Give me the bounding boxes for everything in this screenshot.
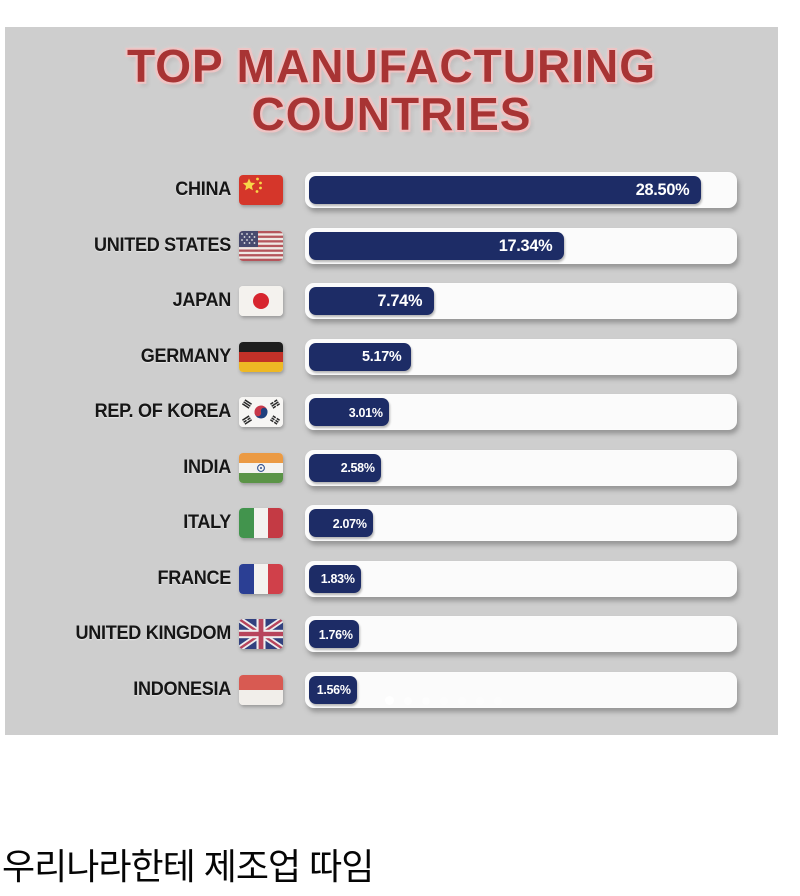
bar-fill: 2.07% bbox=[309, 509, 374, 537]
chart-title-line1: TOP MANUFACTURING bbox=[127, 40, 656, 92]
bar-fill: 5.17% bbox=[309, 342, 412, 371]
country-label: UNITED KINGDOM bbox=[75, 623, 232, 644]
bar-track: 2.07% bbox=[305, 505, 737, 541]
bar-value-label: 2.58% bbox=[340, 460, 375, 475]
carousel-dot bbox=[404, 696, 412, 705]
chart-row: JAPAN 7.74% bbox=[5, 283, 778, 319]
country-label: UNITED STATES bbox=[93, 234, 231, 256]
bar-fill: 1.56% bbox=[309, 675, 358, 704]
bar-fill: 28.50% bbox=[309, 176, 702, 204]
flag-france-icon bbox=[239, 563, 283, 594]
bar-fill: 2.58% bbox=[309, 453, 381, 482]
bar-track: 28.50% bbox=[305, 172, 737, 208]
flag-italy-icon bbox=[239, 508, 283, 538]
chart-row: REP. OF KOREA 3.01% bbox=[5, 394, 778, 430]
flag-germany-icon bbox=[239, 341, 283, 372]
flag-china-icon bbox=[239, 175, 283, 205]
bar-value-label: 1.56% bbox=[316, 682, 351, 697]
bar-track: 2.58% bbox=[305, 449, 737, 486]
bar-value-label: 1.83% bbox=[320, 571, 355, 586]
bar-value-label: 5.17% bbox=[362, 348, 402, 365]
flag-japan-icon bbox=[239, 286, 283, 316]
bar-track: 3.01% bbox=[305, 394, 737, 430]
flag-india-icon bbox=[239, 452, 283, 483]
bar-value-label: 17.34% bbox=[498, 235, 553, 255]
chart-row: UNITED STATES 17.34% bbox=[5, 227, 778, 264]
bar-value-label: 3.01% bbox=[348, 404, 383, 420]
infographic-panel: TOP MANUFACTURING COUNTRIES CHINA 28.50% … bbox=[5, 27, 778, 735]
chart-row: FRANCE 1.83% bbox=[5, 560, 778, 597]
flag-south-korea-icon bbox=[239, 397, 283, 427]
bar-track: 1.56% bbox=[305, 671, 737, 708]
chart-row: INDIA 2.58% bbox=[5, 449, 778, 486]
bar-value-label: 1.76% bbox=[318, 626, 353, 642]
country-label: INDIA bbox=[183, 456, 231, 478]
chart-row: UNITED KINGDOM 1.76% bbox=[5, 616, 778, 652]
carousel-dot bbox=[440, 696, 448, 705]
flag-united-kingdom-icon bbox=[239, 619, 283, 649]
chart-title: TOP MANUFACTURING COUNTRIES bbox=[5, 27, 778, 139]
bar-value-label: 7.74% bbox=[377, 291, 423, 310]
carousel-dot bbox=[476, 696, 484, 705]
bar-track: 17.34% bbox=[305, 227, 737, 264]
bar-fill: 1.76% bbox=[309, 620, 359, 648]
chart-row: INDONESIA 1.56% bbox=[5, 671, 778, 708]
bar-track: 1.76% bbox=[305, 616, 737, 652]
bar-value-label: 28.50% bbox=[635, 180, 690, 199]
bar-track: 1.83% bbox=[305, 560, 737, 597]
chart-title-line2: COUNTRIES bbox=[251, 87, 532, 140]
bar-fill: 17.34% bbox=[309, 231, 565, 260]
chart-row: GERMANY 5.17% bbox=[5, 338, 778, 375]
country-label: CHINA bbox=[175, 179, 231, 200]
country-label: ITALY bbox=[183, 512, 231, 533]
chart-row: ITALY 2.07% bbox=[5, 505, 778, 541]
flag-indonesia-icon bbox=[239, 674, 283, 705]
bar-chart: CHINA 28.50% UNITED STATES 17.34% JAPAN … bbox=[5, 172, 778, 727]
bar-track: 5.17% bbox=[305, 338, 737, 375]
bar-value-label: 2.07% bbox=[332, 515, 367, 531]
chart-row: CHINA 28.50% bbox=[5, 172, 778, 208]
bar-track: 7.74% bbox=[305, 283, 737, 319]
country-label: GERMANY bbox=[140, 345, 232, 367]
country-label: JAPAN bbox=[172, 290, 232, 311]
country-label: REP. OF KOREA bbox=[94, 401, 232, 422]
flag-united-states-icon bbox=[239, 230, 283, 261]
country-label: FRANCE bbox=[157, 567, 231, 589]
carousel-dot bbox=[494, 696, 502, 705]
carousel-dot-active bbox=[385, 696, 394, 705]
bar-fill: 3.01% bbox=[309, 398, 390, 426]
bar-fill: 7.74% bbox=[309, 287, 435, 315]
carousel-dots bbox=[385, 696, 502, 705]
bar-fill: 1.83% bbox=[309, 564, 362, 593]
korean-caption: 우리나라한테 제조업 따임 bbox=[2, 846, 374, 887]
carousel-dot bbox=[458, 696, 466, 705]
country-label: INDONESIA bbox=[133, 678, 231, 700]
carousel-dot bbox=[422, 696, 430, 705]
